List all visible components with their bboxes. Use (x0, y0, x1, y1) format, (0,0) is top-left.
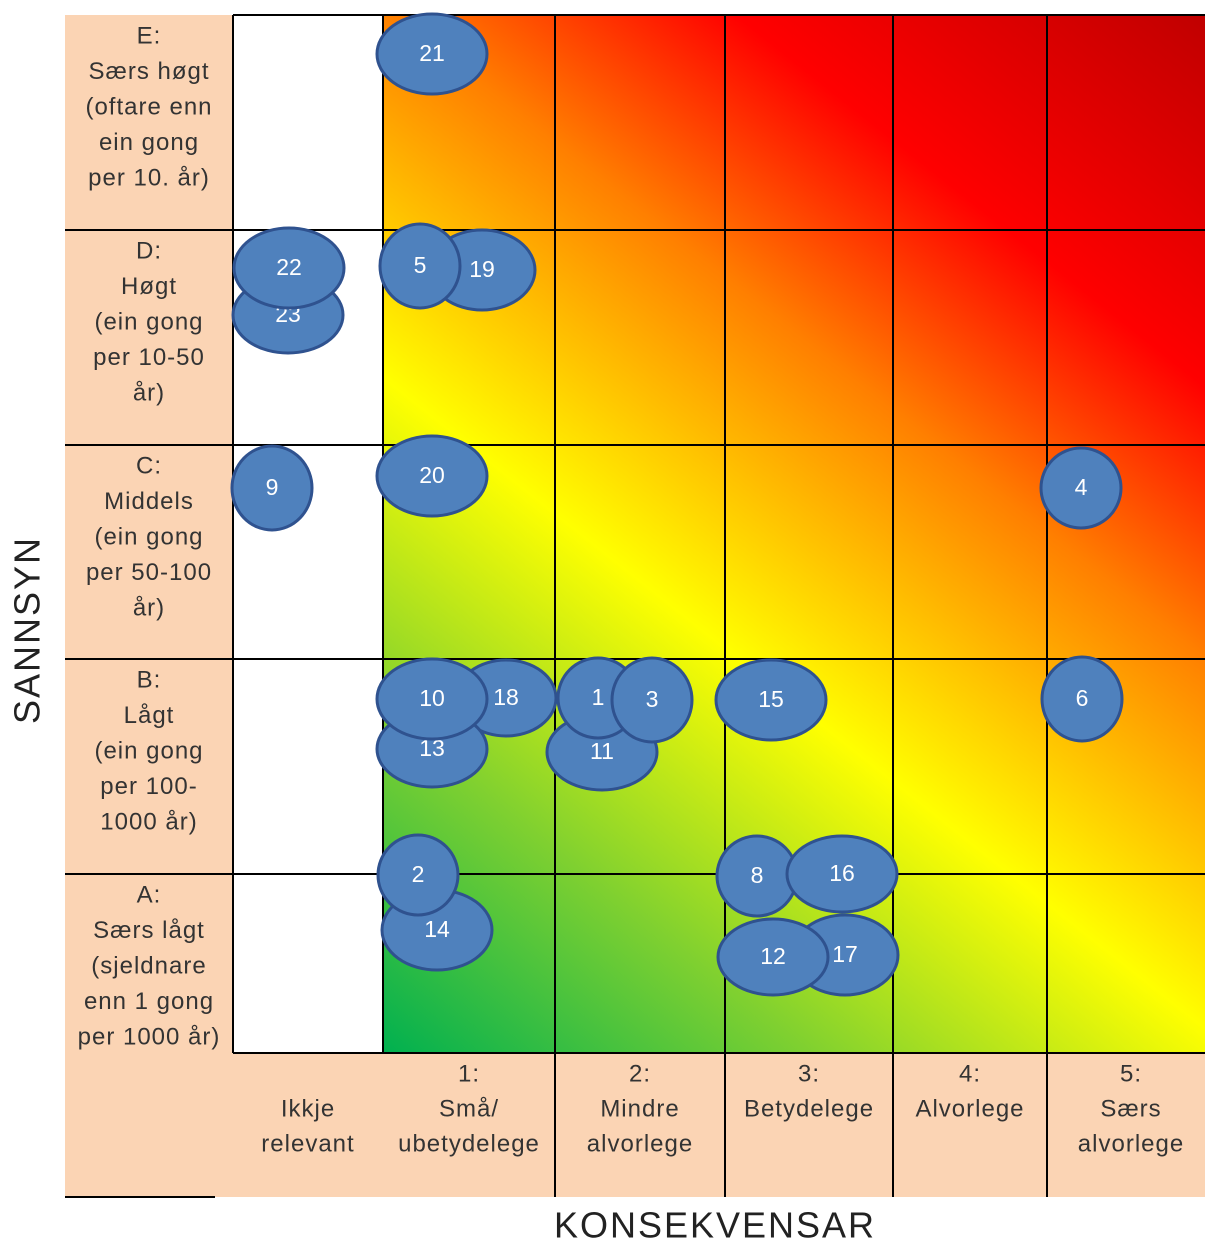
row-label: Lågt (124, 702, 175, 729)
column-label: Ikkje (281, 1095, 335, 1122)
row-label: (oftare enn (85, 93, 212, 120)
risk-id: 8 (751, 862, 764, 888)
row-label: per 1000 år) (78, 1023, 221, 1050)
risk-marker (375, 12, 489, 96)
row-label: (ein gong (94, 523, 203, 550)
row-label: per 10-50 (93, 344, 205, 371)
risk-marker (230, 444, 314, 532)
row-label: (sjeldnare (91, 952, 206, 979)
risk-gradient (383, 15, 1205, 1053)
row-label: Særs lågt (93, 917, 205, 944)
risk-marker (714, 658, 828, 742)
risk-marker (375, 434, 489, 518)
risk-id: 1 (592, 684, 605, 710)
y-axis-title: SANNSYN (7, 536, 48, 724)
row-label: (ein gong (94, 308, 203, 335)
risk-id: 18 (493, 684, 519, 710)
risk-marker (375, 657, 489, 741)
risk-id: 2 (412, 861, 425, 887)
column-label-band (233, 1053, 1205, 1197)
risk-id: 14 (424, 916, 450, 942)
row-label: (ein gong (94, 737, 203, 764)
risk-id: 3 (646, 686, 659, 712)
column-label: Betydelege (744, 1095, 874, 1122)
column-label: alvorlege (1078, 1130, 1184, 1157)
row-label: 1000 år) (100, 808, 197, 835)
risk-id: 10 (419, 685, 445, 711)
risk-marker (1040, 655, 1124, 743)
risk-id: 12 (760, 943, 786, 969)
column-label: relevant (261, 1130, 354, 1157)
row-label: Særs høgt (88, 58, 209, 85)
column-label: alvorlege (587, 1130, 693, 1157)
column-label: ubetydelege (398, 1130, 540, 1157)
row-code: A: (137, 881, 162, 908)
row-label: år) (133, 594, 165, 621)
risk-id: 21 (419, 40, 445, 66)
risk-marker (716, 917, 830, 997)
risk-marker (378, 222, 462, 310)
column-label: Små/ (439, 1095, 499, 1122)
risk-id: 22 (276, 254, 302, 280)
row-label: per 100- (100, 773, 197, 800)
column-code: 1: (458, 1060, 480, 1087)
risk-id: 4 (1075, 474, 1088, 500)
risk-marker (785, 834, 899, 914)
row-code: C: (136, 452, 162, 479)
risk-id: 19 (469, 256, 495, 282)
row-label: per 10. år) (88, 164, 210, 191)
risk-id: 17 (832, 941, 858, 967)
column-code: 4: (959, 1060, 981, 1087)
row-label: per 50-100 (86, 559, 212, 586)
risk-id: 5 (414, 252, 427, 278)
row-code: E: (137, 22, 162, 49)
column-code: 2: (629, 1060, 651, 1087)
row-label-band (65, 15, 233, 1197)
risk-id: 6 (1076, 685, 1089, 711)
risk-id: 9 (266, 474, 279, 500)
row-label: Høgt (121, 273, 177, 300)
column-label: Særs (1100, 1095, 1161, 1122)
risk-marker (610, 656, 694, 744)
risk-id: 11 (590, 738, 614, 764)
risk-id: 20 (419, 462, 445, 488)
column-label: Alvorlege (915, 1095, 1024, 1122)
risk-marker (376, 833, 460, 917)
row-code: B: (137, 666, 162, 693)
risk-id: 15 (758, 686, 784, 712)
row-label: år) (133, 379, 165, 406)
row-label: ein gong (99, 129, 199, 156)
risk-marker (232, 226, 346, 310)
grid (65, 14, 1205, 1198)
risk-id: 16 (829, 860, 855, 886)
x-axis-title: KONSEKVENSAR (554, 1205, 876, 1246)
column-code: 3: (798, 1060, 820, 1087)
risk-marker (1039, 446, 1123, 530)
not-relevant-column (233, 15, 383, 1053)
row-label: Middels (104, 488, 194, 515)
column-label: Mindre (600, 1095, 679, 1122)
row-code: D: (136, 237, 162, 264)
column-code: 5: (1120, 1060, 1142, 1087)
row-label: enn 1 gong (84, 988, 214, 1015)
